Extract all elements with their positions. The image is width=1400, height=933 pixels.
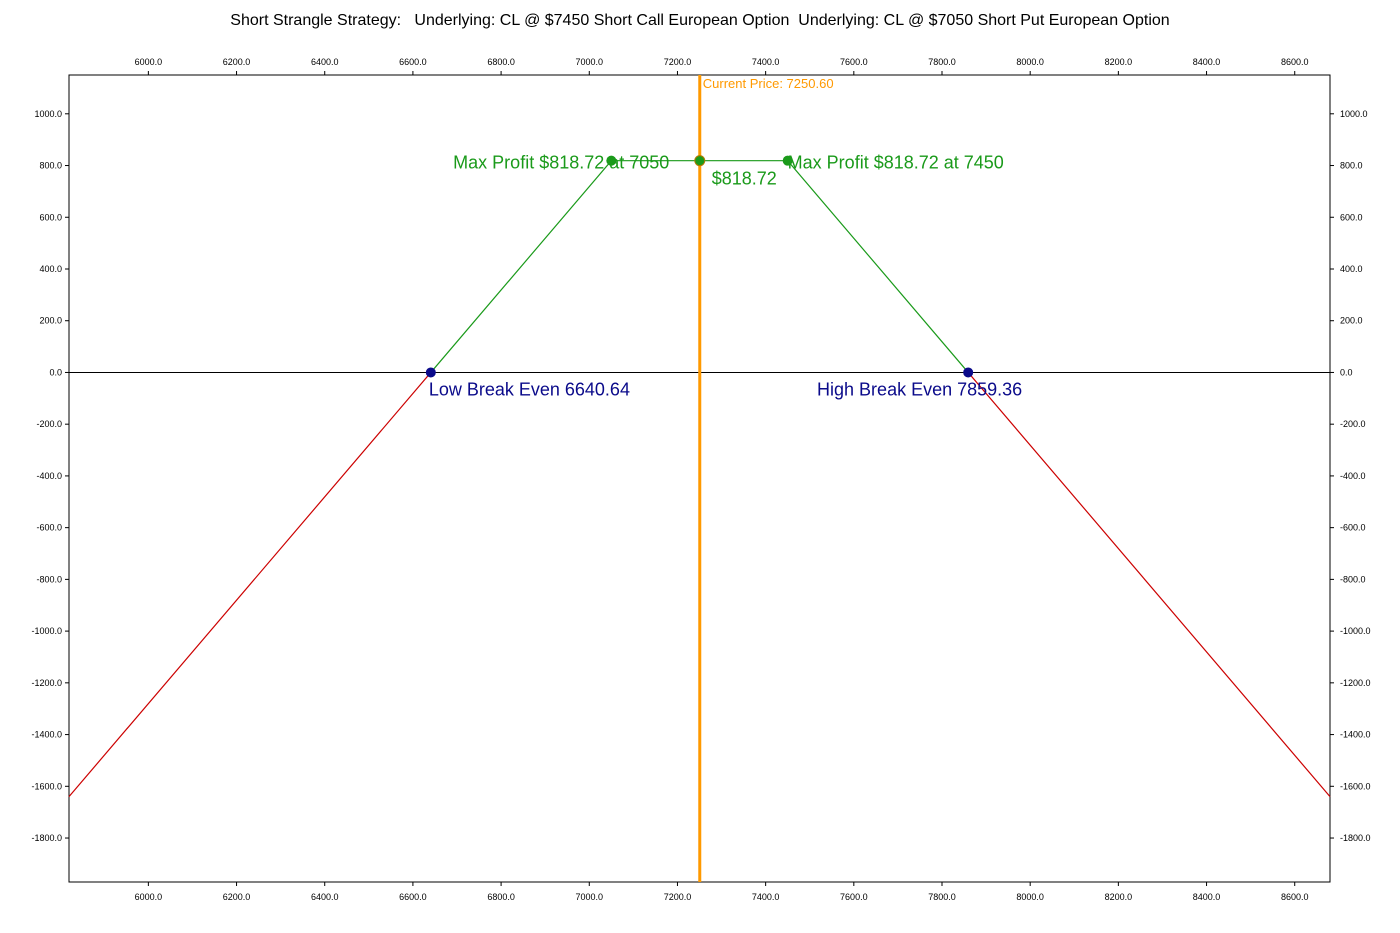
point-layer bbox=[425, 155, 974, 378]
max-profit-right-point bbox=[782, 155, 793, 166]
x-tick-label-top: 7200.0 bbox=[664, 57, 692, 67]
x-tick-label-bottom: 6200.0 bbox=[223, 892, 251, 902]
x-tick-label-bottom: 8200.0 bbox=[1105, 892, 1133, 902]
low-break-even-point bbox=[425, 367, 436, 378]
high-break-even-label: High Break Even 7859.36 bbox=[817, 379, 1022, 399]
x-tick-label-top: 7600.0 bbox=[840, 57, 868, 67]
x-tick-label-top: 8200.0 bbox=[1105, 57, 1133, 67]
y-tick-label-left: 800.0 bbox=[39, 161, 62, 171]
y-tick-label-left: -1600.0 bbox=[31, 781, 62, 791]
x-tick-label-top: 6000.0 bbox=[135, 57, 163, 67]
max-profit-left-point bbox=[606, 155, 617, 166]
y-tick-label-left: -1800.0 bbox=[31, 833, 62, 843]
y-tick-label-right: 1000.0 bbox=[1340, 109, 1368, 119]
x-tick-label-bottom: 7000.0 bbox=[576, 892, 604, 902]
x-tick-label-top: 8400.0 bbox=[1193, 57, 1221, 67]
y-tick-label-right: -1600.0 bbox=[1340, 781, 1371, 791]
x-tick-label-bottom: 6800.0 bbox=[487, 892, 515, 902]
current-price-label: Current Price: 7250.60 bbox=[703, 76, 834, 91]
y-tick-label-left: -600.0 bbox=[36, 523, 62, 533]
y-tick-label-right: -1400.0 bbox=[1340, 730, 1371, 740]
x-tick-label-top: 6400.0 bbox=[311, 57, 339, 67]
x-tick-label-bottom: 8400.0 bbox=[1193, 892, 1221, 902]
y-tick-label-right: 0.0 bbox=[1340, 367, 1353, 377]
max-profit-left-label: Max Profit $818.72 at 7050 bbox=[453, 153, 669, 173]
x-tick-label-bottom: 7800.0 bbox=[928, 892, 956, 902]
low-break-even-label: Low Break Even 6640.64 bbox=[429, 379, 630, 399]
y-tick-label-right: -400.0 bbox=[1340, 471, 1366, 481]
y-tick-label-left: 1000.0 bbox=[34, 109, 62, 119]
y-tick-label-right: -800.0 bbox=[1340, 574, 1366, 584]
line-layer bbox=[68, 75, 1331, 882]
x-tick-label-top: 6600.0 bbox=[399, 57, 427, 67]
y-tick-label-left: -800.0 bbox=[36, 574, 62, 584]
x-tick-label-bottom: 7600.0 bbox=[840, 892, 868, 902]
y-tick-label-left: -200.0 bbox=[36, 419, 62, 429]
y-tick-label-right: -1000.0 bbox=[1340, 626, 1371, 636]
x-tick-label-bottom: 8000.0 bbox=[1016, 892, 1044, 902]
y-tick-label-right: -200.0 bbox=[1340, 419, 1366, 429]
x-tick-label-top: 8600.0 bbox=[1281, 57, 1309, 67]
loss-line-left bbox=[68, 372, 432, 798]
x-tick-label-top: 7800.0 bbox=[928, 57, 956, 67]
x-tick-label-top: 8000.0 bbox=[1016, 57, 1044, 67]
loss-line-right bbox=[967, 372, 1331, 798]
y-tick-label-left: -1200.0 bbox=[31, 678, 62, 688]
x-tick-label-bottom: 6000.0 bbox=[135, 892, 163, 902]
y-tick-label-right: 400.0 bbox=[1340, 264, 1363, 274]
y-tick-label-left: 200.0 bbox=[39, 316, 62, 326]
y-tick-label-left: -1000.0 bbox=[31, 626, 62, 636]
y-tick-label-right: -600.0 bbox=[1340, 523, 1366, 533]
y-tick-label-right: -1800.0 bbox=[1340, 833, 1371, 843]
x-tick-label-bottom: 7400.0 bbox=[752, 892, 780, 902]
x-tick-label-bottom: 6400.0 bbox=[311, 892, 339, 902]
current-value-label: $818.72 bbox=[712, 169, 777, 189]
x-tick-label-top: 6200.0 bbox=[223, 57, 251, 67]
y-tick-label-left: -400.0 bbox=[36, 471, 62, 481]
y-tick-label-right: 800.0 bbox=[1340, 161, 1363, 171]
x-tick-label-top: 7400.0 bbox=[752, 57, 780, 67]
current-value-point bbox=[694, 155, 706, 167]
y-tick-label-left: 400.0 bbox=[39, 264, 62, 274]
tick-layer: 6000.0 6000.0 6200.0 6200.0 6400.0 6400.0 6600… bbox=[31, 57, 1370, 902]
y-tick-label-right: 200.0 bbox=[1340, 316, 1363, 326]
x-tick-label-bottom: 7200.0 bbox=[664, 892, 692, 902]
label-layer: Current Price: 7250.60 Max Profit $818.72… bbox=[429, 76, 1022, 399]
y-tick-label-left: 600.0 bbox=[39, 212, 62, 222]
y-tick-label-right: -1200.0 bbox=[1340, 678, 1371, 688]
max-profit-right-label: Max Profit $818.72 at 7450 bbox=[788, 153, 1004, 173]
high-break-even-point bbox=[963, 367, 974, 378]
y-tick-label-left: -1400.0 bbox=[31, 730, 62, 740]
x-tick-label-bottom: 8600.0 bbox=[1281, 892, 1309, 902]
x-tick-label-bottom: 6600.0 bbox=[399, 892, 427, 902]
x-tick-label-top: 6800.0 bbox=[487, 57, 515, 67]
y-tick-label-left: 0.0 bbox=[49, 367, 62, 377]
chart-title: Short Strangle Strategy: Underlying: CL … bbox=[230, 12, 1170, 29]
x-tick-label-top: 7000.0 bbox=[576, 57, 604, 67]
y-tick-label-right: 600.0 bbox=[1340, 212, 1363, 222]
